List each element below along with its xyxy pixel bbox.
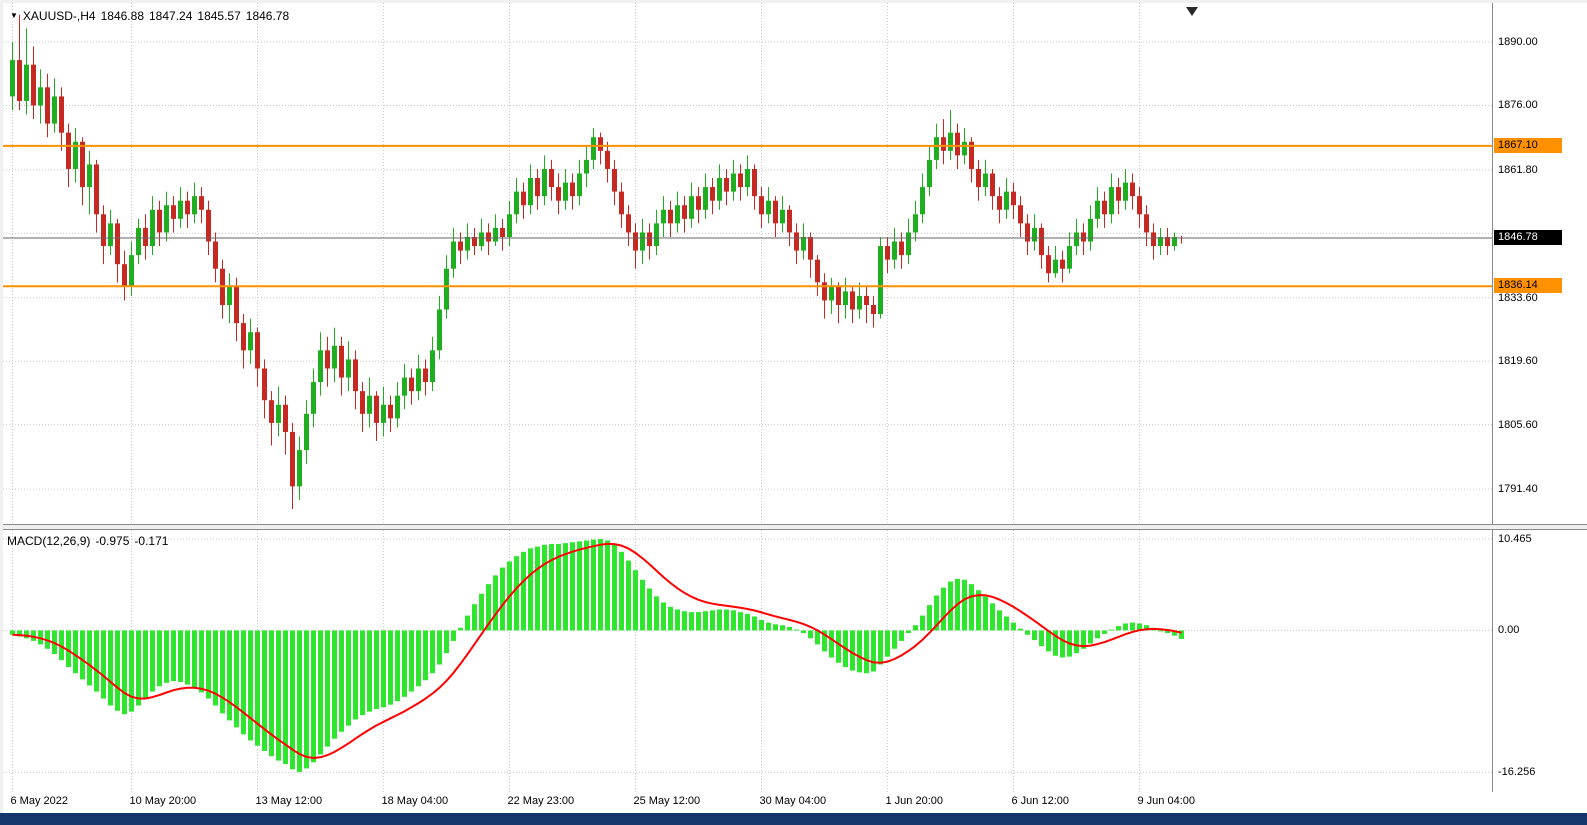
price-axis-label: 1819.60 <box>1498 355 1538 368</box>
time-axis[interactable]: 6 May 2022 10 May 20:00 13 May 12:00 18 May… <box>3 792 1587 813</box>
macd-signal-line <box>12 542 1182 759</box>
macd-main-value: -0.975 <box>95 534 130 548</box>
price-axis[interactable]: 1890.00 1876.00 1861.80 1833.60 1819.60 1805.… <box>1492 3 1587 525</box>
ohlc-close: 1846.78 <box>245 9 290 23</box>
time-axis-label: 30 May 04:00 <box>759 795 827 807</box>
ohlc-high: 1847.24 <box>149 9 193 23</box>
price-axis-label: 1805.60 <box>1498 418 1538 431</box>
macd-signal-value: -0.171 <box>134 534 169 548</box>
horizontal-level-lines <box>3 144 1492 288</box>
macd-indicator-label: MACD(12,26,9) -0.975 -0.171 <box>7 534 173 548</box>
time-axis-label: 6 May 2022 <box>10 795 68 807</box>
macd-axis-label: -16.256 <box>1498 766 1536 779</box>
symbol-timeframe-label: XAUUSD-,H4 <box>22 9 96 23</box>
time-axis-label: 13 May 12:00 <box>255 795 323 807</box>
macd-chart-canvas[interactable] <box>3 530 1492 792</box>
ohlc-open: 1846.88 <box>100 9 144 23</box>
ohlc-collapse-icon[interactable]: ▼ <box>10 11 18 20</box>
time-axis-label: 25 May 12:00 <box>633 795 701 807</box>
chart-shift-marker-icon[interactable] <box>1186 7 1198 16</box>
macd-axis-label: 10.465 <box>1498 533 1532 546</box>
time-axis-label: 9 Jun 04:00 <box>1137 795 1196 807</box>
current-price-badge: 1846.78 <box>1494 229 1562 245</box>
macd-axis[interactable]: 10.465 0.00 -16.256 <box>1492 529 1587 793</box>
level-price-badge: 1867.10 <box>1494 137 1562 153</box>
price-axis-label: 1791.40 <box>1498 483 1538 496</box>
ohlc-line: ▼ XAUUSD-,H4 1846.88 1847.24 1845.57 1846.78 <box>10 9 294 23</box>
time-axis-label: 18 May 04:00 <box>381 795 449 807</box>
macd-name: MACD(12,26,9) <box>7 534 91 548</box>
macd-axis-label: 0.00 <box>1498 624 1520 637</box>
time-axis-label: 1 Jun 20:00 <box>885 795 944 807</box>
level-price-badge: 1836.14 <box>1494 278 1562 294</box>
price-axis-label: 1890.00 <box>1498 35 1538 48</box>
macd-gridlines <box>3 530 1492 792</box>
macd-histogram <box>10 539 1184 772</box>
price-gridlines <box>3 3 1492 524</box>
time-axis-label: 10 May 20:00 <box>129 795 197 807</box>
macd-indicator-panel <box>3 529 1492 793</box>
price-axis-label: 1833.60 <box>1498 291 1538 304</box>
time-axis-label: 22 May 23:00 <box>507 795 575 807</box>
time-axis-label: 6 Jun 12:00 <box>1011 795 1070 807</box>
candles-group <box>10 14 1184 510</box>
taskbar-strip[interactable] <box>0 813 1587 825</box>
price-chart-canvas[interactable] <box>3 3 1492 524</box>
price-axis-label: 1876.00 <box>1498 99 1538 112</box>
price-axis-label: 1861.80 <box>1498 163 1538 176</box>
ohlc-low: 1845.57 <box>197 9 241 23</box>
price-chart-panel: ▼ XAUUSD-,H4 1846.88 1847.24 1845.57 1846.78 <box>3 3 1492 525</box>
